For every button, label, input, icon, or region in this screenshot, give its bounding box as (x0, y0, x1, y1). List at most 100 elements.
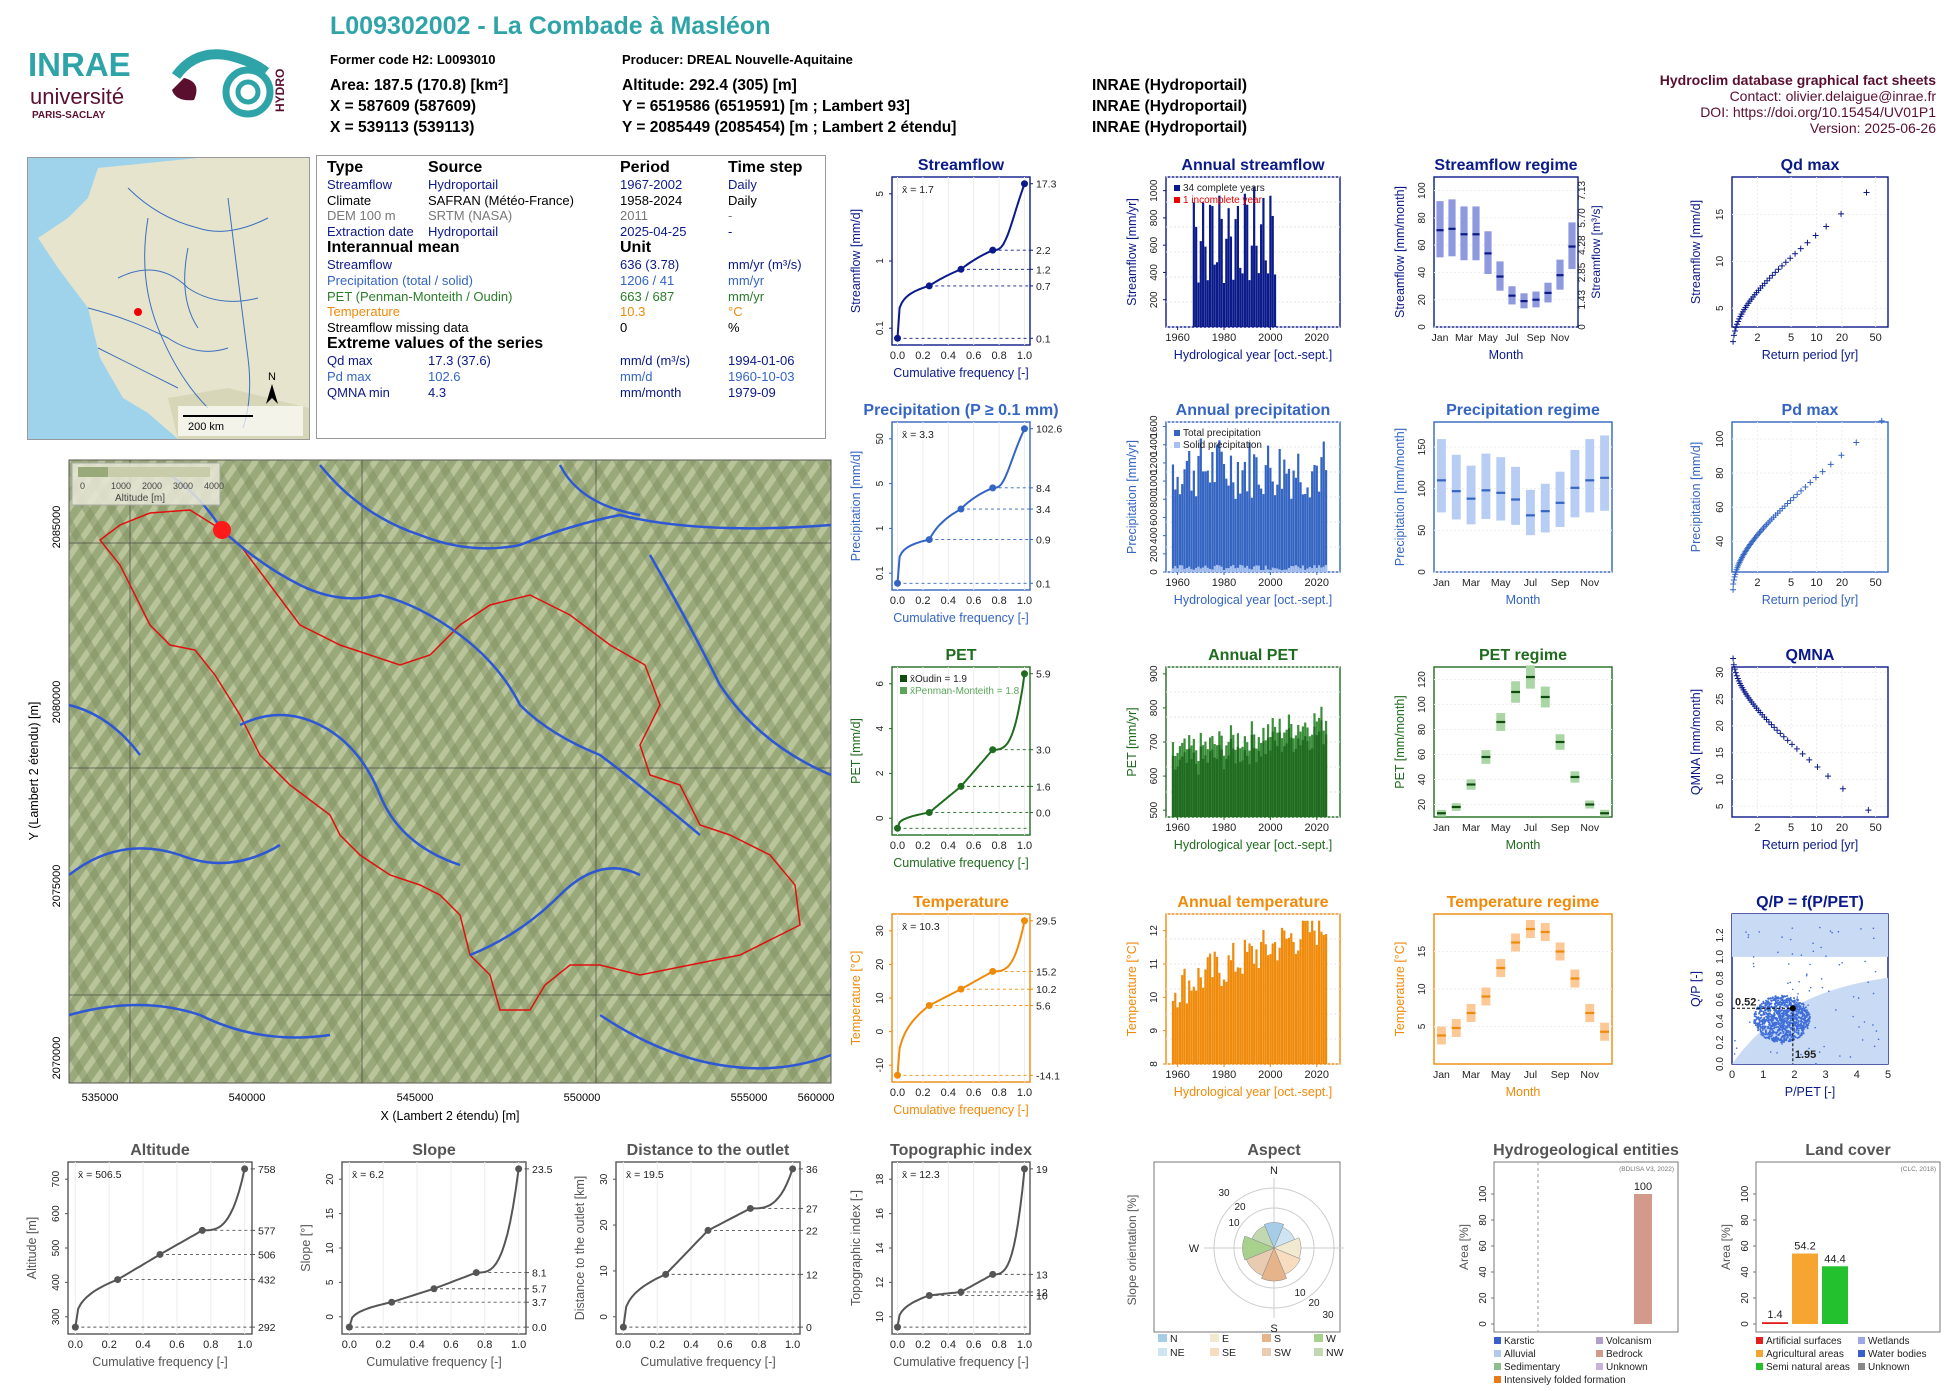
chart-svg-temp_cdf: Temperature Cumulative frequency [-] Tempe… (849, 894, 1060, 1117)
chart-svg-precip_regime: Precipitation regime Month Precipitation [… (1393, 402, 1613, 607)
rp-point (1731, 666, 1738, 673)
mean-cell-0: Precipitation (total / solid) (327, 272, 473, 288)
bar-1971 (1202, 567, 1205, 572)
y-tick-label: 1200 (1149, 451, 1160, 474)
legend-label: Volcanism (1606, 1336, 1652, 1347)
qp-point (1779, 1032, 1782, 1035)
x-tick-label: 10 (1810, 577, 1822, 589)
y-tick-label: 500 (1149, 801, 1160, 818)
qp-point (1752, 956, 1755, 958)
y-tick-label: 10 (325, 1242, 336, 1254)
right-tick-label: 19 (1036, 1164, 1048, 1176)
cdf-point (71, 1323, 79, 1331)
cdf-point (989, 484, 997, 492)
legend-swatch (1596, 1337, 1603, 1344)
qp-point (1766, 1026, 1769, 1029)
qp-point (1764, 1002, 1767, 1005)
y-tick-label: 1.0 (1715, 949, 1726, 963)
qp-point (1768, 1002, 1771, 1005)
qp-point (1797, 1016, 1800, 1019)
legend-label: Intensively folded formation (1504, 1375, 1626, 1386)
qp-point (1873, 1045, 1876, 1048)
y-tick-label: 20 (325, 1173, 336, 1185)
x-axis-label: Cumulative frequency [-] (640, 1355, 775, 1369)
logo-graphics: INRAE université PARIS-SACLAY HYDRO (28, 46, 287, 121)
x-tick-label: 0.6 (966, 840, 981, 852)
bar-1997 (1262, 494, 1265, 572)
plot-frame (891, 913, 1031, 1083)
doi[interactable]: DOI: https://doi.org/10.15454/UV01P1 (1700, 104, 1936, 120)
bar-2021 (1318, 491, 1321, 572)
mean-row: Precipitation (total / solid) 1206 / 41 mm… (327, 273, 818, 289)
chart-title: Topographic index (890, 1142, 1032, 1159)
qp-point (1872, 927, 1875, 930)
cdf-point (957, 985, 965, 993)
qp-point (1779, 1024, 1782, 1027)
qp-point (1771, 997, 1774, 1000)
bar-1983 (1229, 236, 1233, 327)
qp-point (1805, 1023, 1808, 1026)
qp-point (1796, 1006, 1799, 1009)
qp-point (1733, 1053, 1736, 1055)
x-tick-label: 0.2 (915, 595, 930, 607)
bar-1986 (1236, 746, 1240, 817)
y2-tick-label: 5.70 (1577, 208, 1588, 228)
bar-2004 (1278, 732, 1281, 817)
chart-title: Annual precipitation (1176, 402, 1331, 419)
x-tick-label: 20 (1836, 332, 1848, 344)
bar-1965 (1188, 748, 1191, 817)
bar-2001 (1271, 731, 1274, 817)
qp-point (1807, 1024, 1810, 1027)
bar-1996 (1260, 224, 1263, 327)
mean-label: x̄ = 19.5 (626, 1169, 664, 1181)
chart-title: Hydrogeological entities (1493, 1142, 1679, 1159)
bar-1970 (1199, 977, 1202, 1064)
bar-1996 (1260, 569, 1263, 572)
qp-point (1779, 1005, 1782, 1008)
bar-2001 (1271, 481, 1274, 572)
bar-1963 (1183, 968, 1186, 1064)
bar-1977 (1215, 758, 1219, 817)
y-tick-label: 1 (875, 258, 886, 264)
qp-point (1792, 1000, 1795, 1003)
bar-1995 (1257, 967, 1260, 1064)
bar-1984 (1232, 482, 1235, 572)
basin-ylabel: Y (Lambert 2 étendu) [m] (27, 702, 41, 841)
src-1: INRAE (Hydroportail) (1092, 77, 1247, 94)
bar-1962 (1181, 975, 1184, 1064)
right-tick-label: 29.5 (1036, 916, 1057, 928)
cdf-point (388, 1298, 396, 1306)
bar-1993 (1253, 454, 1256, 572)
legend-label: NW (1326, 1347, 1344, 1359)
qp-point (1799, 1012, 1802, 1015)
header-left-block: Area: 187.5 (170.8) [km²] X = 587609 (58… (330, 75, 508, 138)
rp-point (1771, 724, 1778, 731)
right-tick-label: 102.6 (1036, 424, 1062, 436)
qp-point (1760, 1002, 1763, 1005)
rp-point (1787, 497, 1794, 504)
qp-point (1779, 1015, 1782, 1018)
table-row: Extraction date Hydroportail 2025-04-25 - (327, 224, 818, 240)
qp-point (1768, 1022, 1771, 1025)
bar-2024 (1324, 470, 1328, 572)
rp-point (1772, 269, 1779, 276)
legend-swatch (1158, 1334, 1167, 1342)
qp-point (1747, 936, 1750, 939)
qp-point (1762, 1018, 1765, 1021)
legend-swatch (1174, 430, 1180, 436)
rp-point (1774, 727, 1781, 734)
bar-1988 (1241, 470, 1244, 572)
chart-svg-annual_streamflow: Annual streamflow Hydrological year [oct.… (1125, 157, 1341, 362)
qp-point (1782, 1015, 1785, 1018)
bar-1979 (1220, 566, 1223, 572)
contact[interactable]: Contact: olivier.delaigue@inrae.fr (1729, 88, 1936, 104)
bar-2022 (1320, 567, 1323, 572)
bar-1999 (1266, 955, 1270, 1064)
x-tick-label: 0 (1729, 1069, 1735, 1081)
x-tick-label: 2020 (1305, 1069, 1329, 1081)
bar-2000 (1269, 195, 1272, 327)
x-tick-label: 2000 (1258, 1069, 1282, 1081)
qp-point (1760, 1031, 1763, 1034)
chart-svg-temp_regime: Temperature regime Month Temperature [°C] 5… (1393, 894, 1613, 1099)
x-tick-label: Jan (1433, 577, 1450, 589)
